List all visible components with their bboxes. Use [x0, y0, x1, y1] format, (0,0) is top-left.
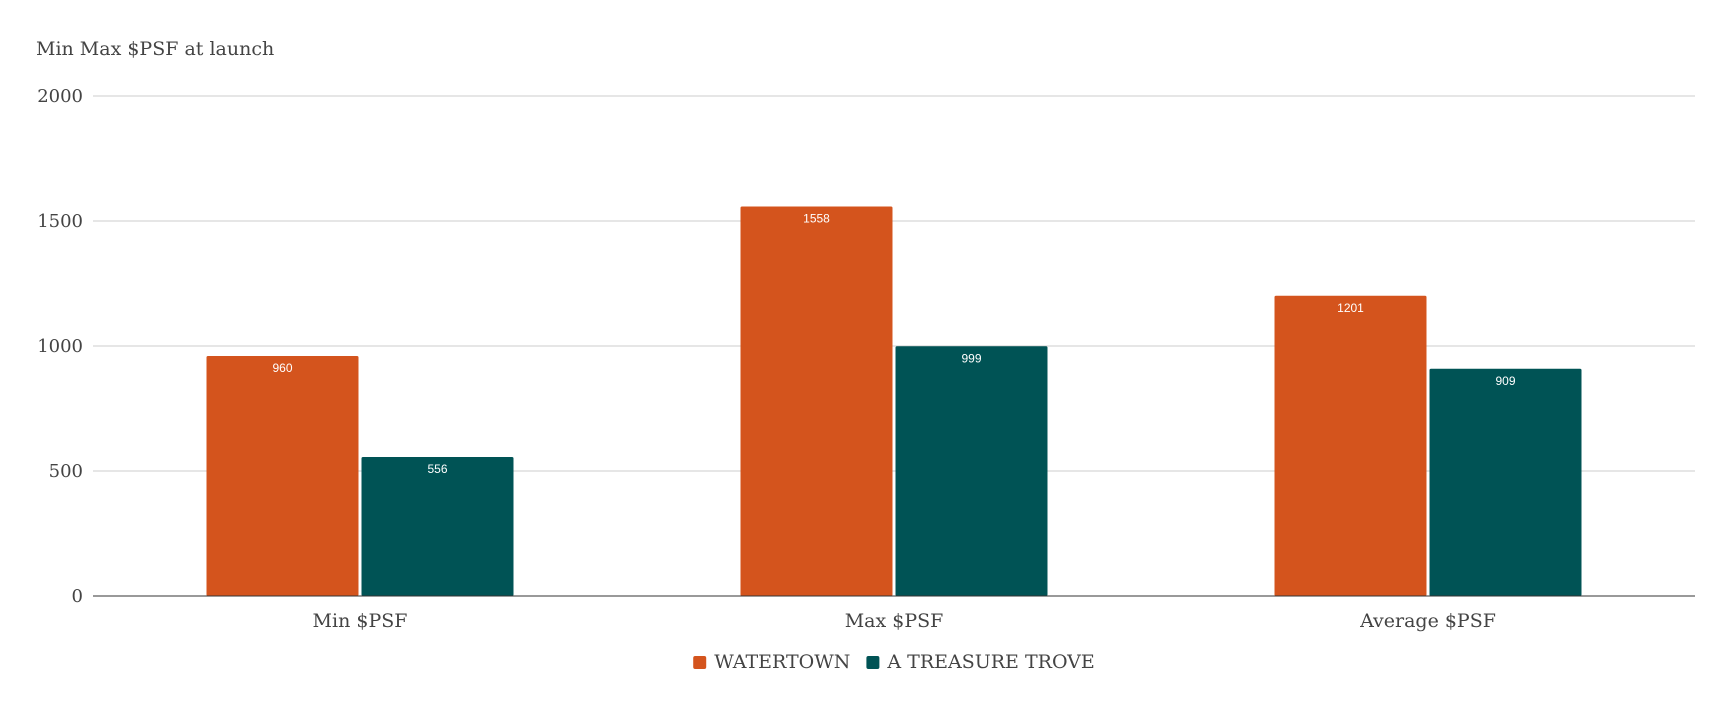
x-axis-categories: Min $PSF Max $PSF Average $PSF [313, 610, 1496, 632]
gridlines [93, 95, 1695, 472]
y-axis-ticks: 0 500 1000 1500 2000 [37, 86, 83, 607]
bars [206, 206, 1582, 597]
data-label: 556 [427, 462, 447, 476]
legend[interactable]: WATERTOWN A TREASURE TROVE [693, 651, 1095, 673]
legend-swatch [866, 656, 880, 669]
data-label: 1201 [1337, 301, 1364, 315]
x-category-label: Average $PSF [1359, 610, 1496, 632]
legend-label: WATERTOWN [714, 651, 850, 673]
data-label: 1558 [803, 212, 830, 226]
y-tick-label: 1000 [37, 336, 83, 357]
y-tick-label: 0 [72, 586, 83, 607]
data-labels: 960 556 1558 999 1201 909 [272, 212, 1515, 477]
legend-swatch [693, 656, 707, 669]
legend-label: A TREASURE TROVE [886, 651, 1094, 673]
bar[interactable] [1429, 368, 1582, 596]
data-label: 960 [272, 361, 292, 375]
data-label: 909 [1495, 374, 1515, 388]
bar[interactable] [361, 457, 514, 596]
data-label: 999 [961, 351, 981, 365]
bar[interactable] [1274, 295, 1427, 596]
y-tick-label: 1500 [37, 211, 83, 232]
x-category-label: Max $PSF [845, 610, 944, 632]
y-tick-label: 2000 [37, 86, 83, 107]
legend-item[interactable]: A TREASURE TROVE [866, 651, 1095, 673]
bar[interactable] [740, 206, 893, 597]
bar[interactable] [895, 346, 1048, 596]
x-category-label: Min $PSF [313, 610, 408, 632]
chart-title: Min Max $PSF at launch [36, 38, 274, 60]
y-tick-label: 500 [49, 461, 83, 482]
bar[interactable] [206, 356, 359, 596]
legend-item[interactable]: WATERTOWN [693, 651, 850, 673]
